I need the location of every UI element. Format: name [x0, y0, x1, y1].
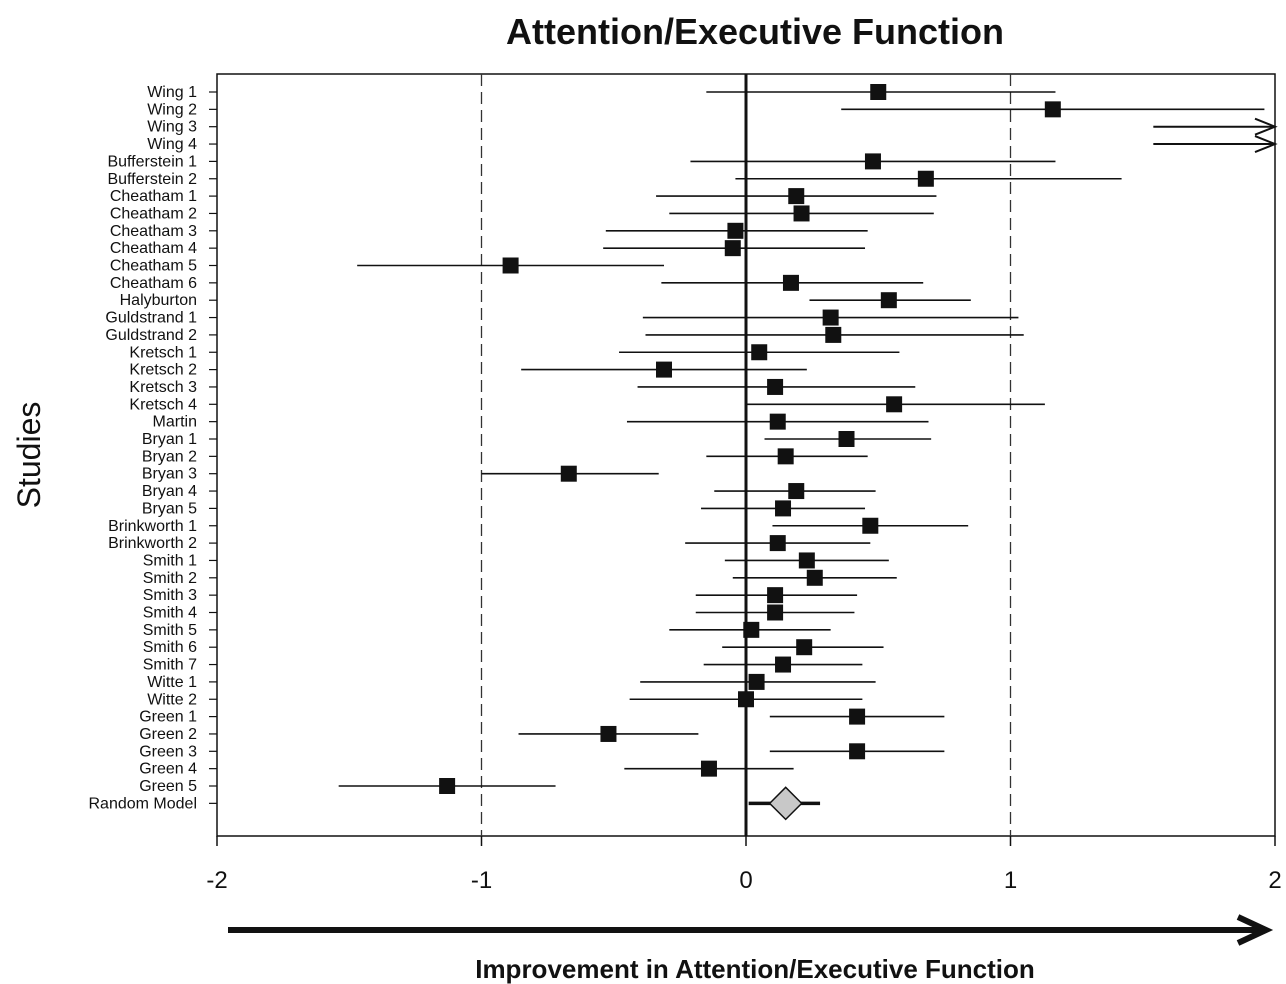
study-label: Bufferstein 1	[107, 153, 197, 170]
x-axis: -2 -1 0 1 2	[206, 836, 1282, 894]
study-label: Brinkworth 1	[108, 518, 197, 535]
study-label: Smith 5	[143, 622, 197, 639]
ci-arrow-head	[1254, 135, 1278, 153]
effect-marker	[806, 569, 823, 586]
x-tick-label: -2	[206, 867, 227, 894]
effect-marker	[777, 448, 794, 465]
study-label: Bryan 4	[142, 483, 197, 500]
effect-marker	[700, 760, 717, 777]
effect-marker	[798, 552, 815, 569]
effect-marker	[775, 500, 792, 517]
effect-marker	[849, 708, 866, 725]
study-label: Bufferstein 2	[107, 171, 197, 188]
study-label: Smith 7	[143, 657, 197, 674]
effect-marker	[880, 292, 897, 309]
chart-title: Attention/Executive Function	[506, 11, 1004, 52]
effect-marker	[767, 587, 784, 604]
improvement-direction-arrow-head	[1236, 914, 1274, 946]
effect-marker	[917, 170, 934, 187]
effect-marker	[748, 673, 765, 690]
summary-diamond	[768, 786, 803, 821]
x-tick-label: 1	[1004, 867, 1017, 894]
study-label: Smith 3	[143, 587, 197, 604]
study-label: Brinkworth 2	[108, 535, 197, 552]
y-axis-label: Studies	[11, 402, 47, 509]
effect-marker	[782, 274, 799, 291]
study-label: Cheatham 1	[110, 188, 197, 205]
study-label: Green 4	[139, 761, 197, 778]
effect-marker	[439, 778, 456, 794]
effect-marker	[886, 396, 903, 413]
study-label: Green 1	[139, 709, 197, 726]
effect-marker	[560, 465, 577, 482]
study-label: Wing 2	[147, 101, 197, 118]
x-tick-label: 0	[739, 867, 752, 894]
study-label: Cheatham 6	[110, 275, 197, 292]
study-label: Green 5	[139, 778, 197, 795]
study-label: Kretsch 4	[129, 396, 197, 413]
effect-marker	[769, 535, 786, 552]
effect-marker	[788, 483, 805, 500]
effect-marker	[767, 378, 784, 395]
study-label: Bryan 3	[142, 466, 197, 483]
study-label: Cheatham 2	[110, 205, 197, 222]
effect-marker	[769, 413, 786, 430]
effect-marker	[751, 344, 768, 361]
study-label: Bryan 2	[142, 448, 197, 465]
study-label: Guldstrand 1	[105, 310, 197, 327]
effect-marker	[793, 205, 810, 222]
study-label: Witte 2	[147, 691, 197, 708]
study-label: Smith 4	[143, 605, 197, 622]
study-label: Kretsch 1	[129, 344, 197, 361]
effect-marker	[502, 257, 519, 274]
study-label: Witte 1	[147, 674, 197, 691]
effect-marker	[767, 604, 784, 621]
effect-marker	[788, 188, 805, 205]
effect-marker	[796, 639, 813, 656]
summary-row: Random Model	[89, 786, 821, 821]
study-label: Halyburton	[120, 292, 197, 309]
study-label: Martin	[153, 414, 197, 431]
study-label: Green 3	[139, 743, 197, 760]
effect-marker	[738, 691, 754, 708]
effect-marker	[775, 656, 792, 673]
study-label: Kretsch 2	[129, 362, 197, 379]
study-label: Cheatham 5	[110, 258, 197, 275]
x-tick-label: -1	[471, 867, 492, 894]
effect-marker	[849, 743, 866, 760]
study-label: Wing 1	[147, 84, 197, 101]
effect-marker	[825, 326, 842, 343]
study-label: Smith 2	[143, 570, 197, 587]
effect-marker	[656, 361, 673, 378]
effect-marker	[862, 517, 879, 534]
study-label: Kretsch 3	[129, 379, 197, 396]
reference-lines	[480, 74, 1012, 836]
effect-marker	[724, 240, 741, 257]
study-label: Wing 4	[147, 136, 197, 153]
effect-marker	[600, 725, 617, 742]
study-label: Smith 6	[143, 639, 197, 656]
effect-marker	[864, 153, 881, 170]
effect-marker	[743, 621, 760, 638]
summary-label: Random Model	[89, 795, 198, 812]
study-label: Bryan 1	[142, 431, 197, 448]
effect-marker	[870, 84, 887, 100]
effect-marker	[727, 222, 744, 239]
study-label: Smith 1	[143, 552, 197, 569]
study-label: Cheatham 3	[110, 223, 197, 240]
study-label: Wing 3	[147, 119, 197, 136]
ci-arrow-head	[1254, 117, 1278, 136]
study-label: Bryan 5	[142, 500, 197, 517]
study-label: Green 2	[139, 726, 197, 743]
study-label: Cheatham 4	[110, 240, 197, 257]
effect-marker	[1044, 101, 1061, 118]
x-axis-label: Improvement in Attention/Executive Funct…	[475, 954, 1035, 984]
x-tick-label: 2	[1268, 867, 1281, 894]
study-label: Guldstrand 2	[105, 327, 197, 344]
effect-marker	[822, 309, 839, 326]
effect-marker	[838, 431, 855, 447]
